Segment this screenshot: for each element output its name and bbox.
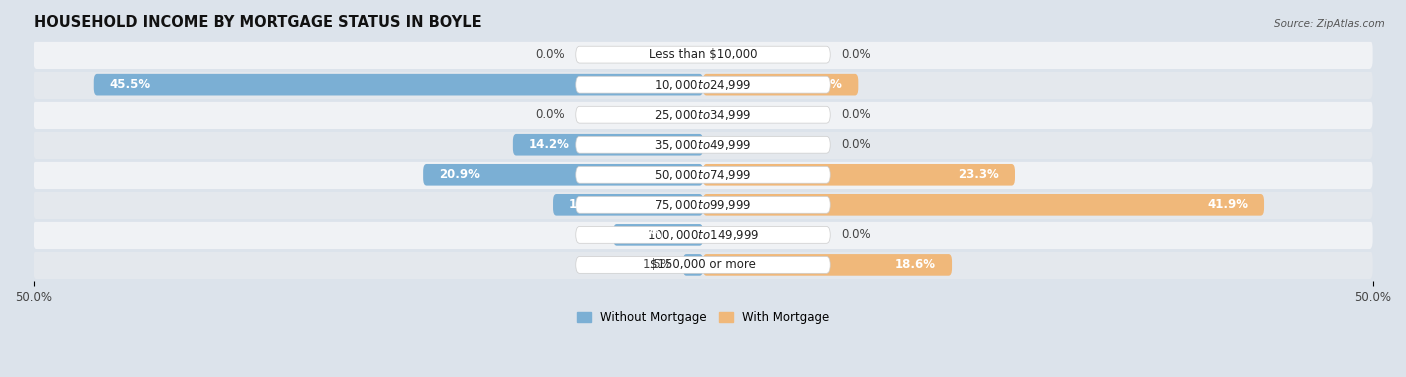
Text: 0.0%: 0.0% <box>841 228 870 241</box>
Text: 1.5%: 1.5% <box>643 258 672 271</box>
Text: 0.0%: 0.0% <box>536 48 565 61</box>
FancyBboxPatch shape <box>34 100 1372 129</box>
Text: 0.0%: 0.0% <box>536 108 565 121</box>
Text: 11.6%: 11.6% <box>801 78 842 91</box>
Text: $35,000 to $49,999: $35,000 to $49,999 <box>654 138 752 152</box>
Text: $50,000 to $74,999: $50,000 to $74,999 <box>654 168 752 182</box>
Text: $25,000 to $34,999: $25,000 to $34,999 <box>654 108 752 122</box>
FancyBboxPatch shape <box>703 194 1264 216</box>
FancyBboxPatch shape <box>576 136 830 153</box>
Text: HOUSEHOLD INCOME BY MORTGAGE STATUS IN BOYLE: HOUSEHOLD INCOME BY MORTGAGE STATUS IN B… <box>34 15 481 30</box>
Text: 45.5%: 45.5% <box>110 78 150 91</box>
FancyBboxPatch shape <box>553 194 703 216</box>
Text: Less than $10,000: Less than $10,000 <box>648 48 758 61</box>
Text: $75,000 to $99,999: $75,000 to $99,999 <box>654 198 752 212</box>
FancyBboxPatch shape <box>703 254 952 276</box>
FancyBboxPatch shape <box>34 220 1372 250</box>
FancyBboxPatch shape <box>34 40 1372 69</box>
Text: 0.0%: 0.0% <box>841 48 870 61</box>
Legend: Without Mortgage, With Mortgage: Without Mortgage, With Mortgage <box>572 307 834 329</box>
FancyBboxPatch shape <box>94 74 703 95</box>
Text: 20.9%: 20.9% <box>439 168 479 181</box>
FancyBboxPatch shape <box>34 70 1372 100</box>
FancyBboxPatch shape <box>683 254 703 276</box>
FancyBboxPatch shape <box>703 164 1015 185</box>
FancyBboxPatch shape <box>34 160 1372 190</box>
FancyBboxPatch shape <box>576 196 830 213</box>
Text: 11.2%: 11.2% <box>569 198 610 211</box>
FancyBboxPatch shape <box>34 190 1372 219</box>
Text: $100,000 to $149,999: $100,000 to $149,999 <box>647 228 759 242</box>
FancyBboxPatch shape <box>576 106 830 123</box>
FancyBboxPatch shape <box>423 164 703 185</box>
Text: 0.0%: 0.0% <box>841 138 870 151</box>
FancyBboxPatch shape <box>703 74 858 95</box>
FancyBboxPatch shape <box>576 166 830 183</box>
Text: 18.6%: 18.6% <box>896 258 936 271</box>
FancyBboxPatch shape <box>576 76 830 93</box>
Text: 14.2%: 14.2% <box>529 138 569 151</box>
Text: $150,000 or more: $150,000 or more <box>650 258 756 271</box>
Text: 41.9%: 41.9% <box>1206 198 1249 211</box>
Text: 23.3%: 23.3% <box>957 168 998 181</box>
FancyBboxPatch shape <box>576 227 830 243</box>
Text: 0.0%: 0.0% <box>841 108 870 121</box>
FancyBboxPatch shape <box>513 134 703 156</box>
FancyBboxPatch shape <box>34 250 1372 280</box>
Text: $10,000 to $24,999: $10,000 to $24,999 <box>654 78 752 92</box>
Text: 6.7%: 6.7% <box>630 228 662 241</box>
FancyBboxPatch shape <box>576 256 830 273</box>
Text: Source: ZipAtlas.com: Source: ZipAtlas.com <box>1274 19 1385 29</box>
FancyBboxPatch shape <box>576 46 830 63</box>
FancyBboxPatch shape <box>613 224 703 246</box>
FancyBboxPatch shape <box>34 130 1372 159</box>
